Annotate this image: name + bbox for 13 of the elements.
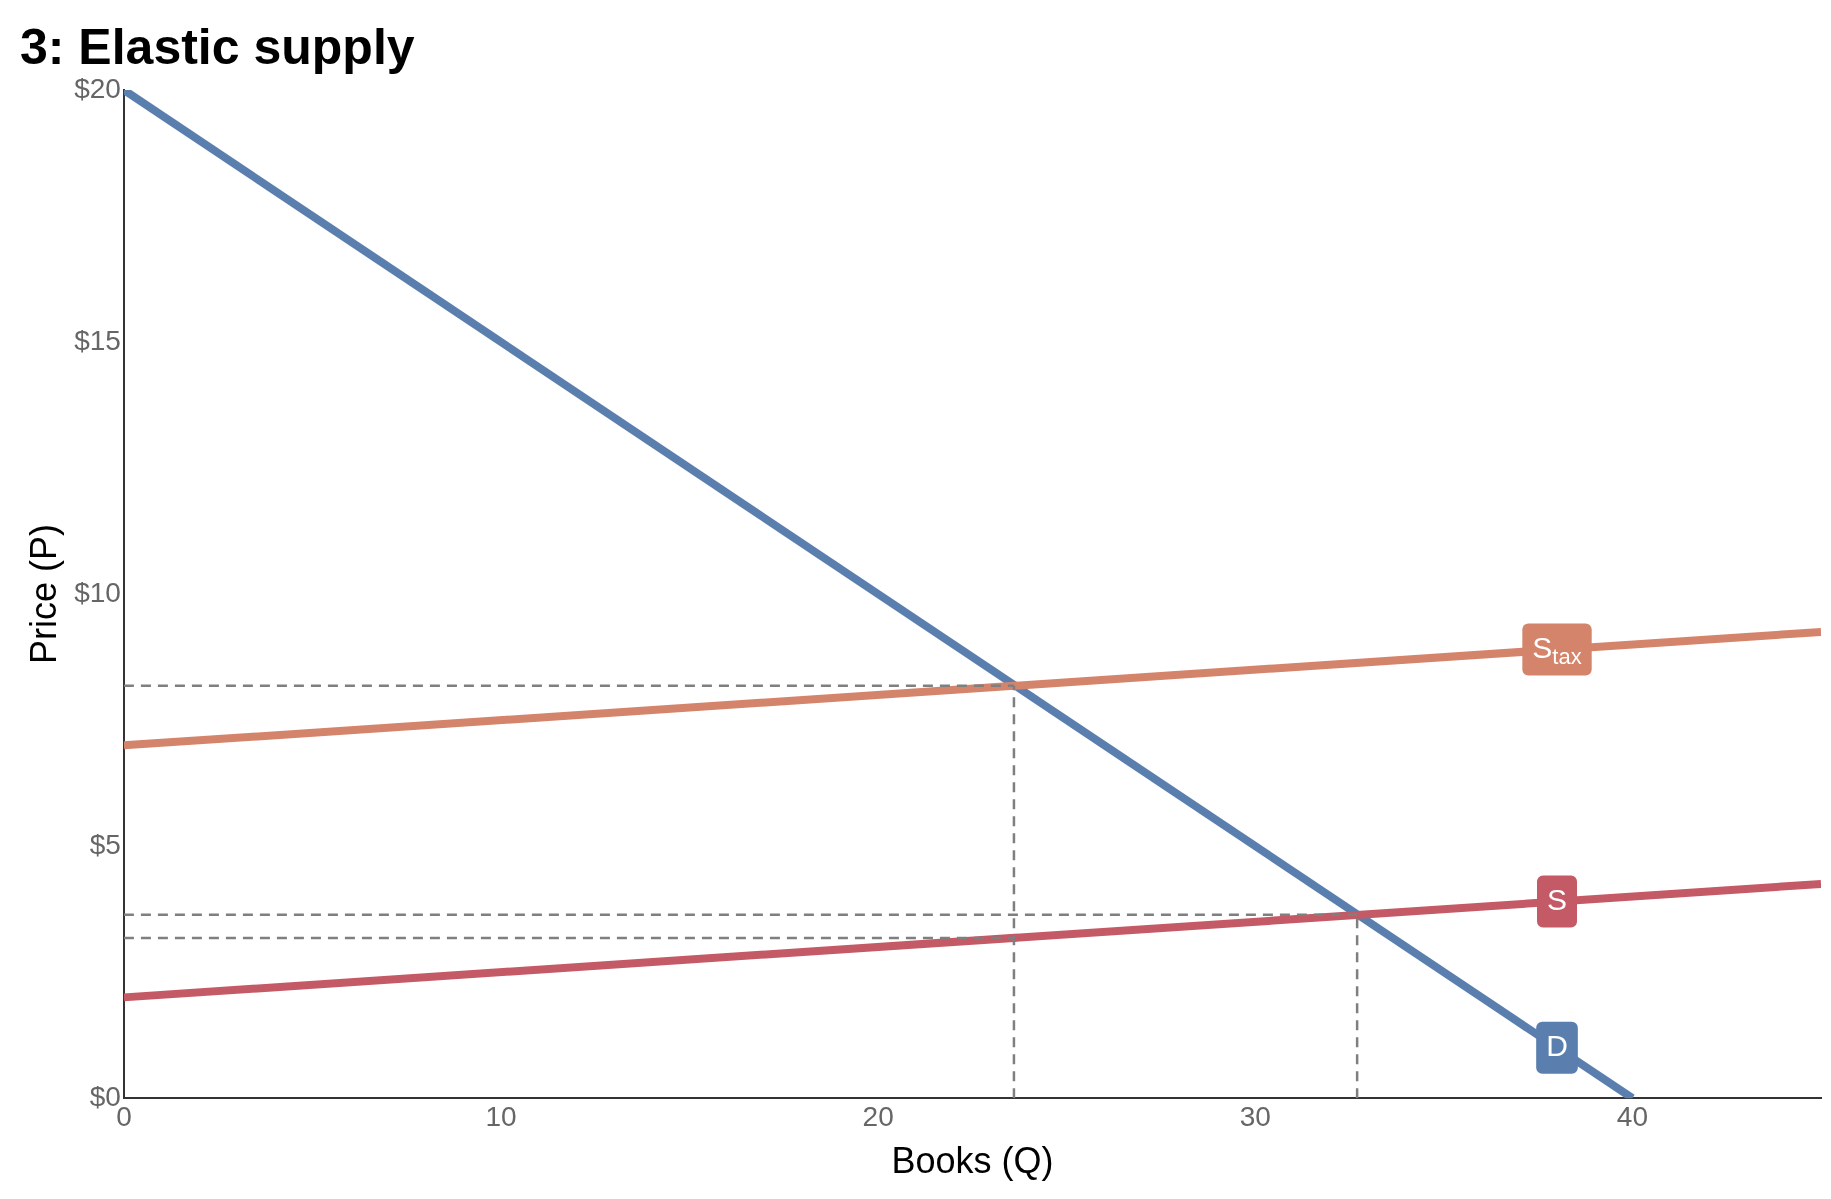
series-label: S	[1547, 882, 1568, 916]
x-axis-title: Books (Q)	[891, 1140, 1054, 1182]
x-tick-label: 30	[1239, 1100, 1271, 1132]
y-tick-label: $5	[89, 828, 121, 860]
y-tick-label: $20	[74, 72, 121, 104]
x-tick-label: 40	[1616, 1100, 1649, 1132]
chart-title: 3: Elastic supply	[20, 18, 415, 75]
x-tick-label: 20	[862, 1100, 894, 1132]
series-label: D	[1546, 1029, 1568, 1063]
y-axis-title: Price (P)	[22, 524, 64, 665]
y-tick-label: $10	[74, 576, 121, 608]
x-tick-label: 10	[485, 1100, 517, 1132]
y-tick-label: $15	[74, 324, 121, 356]
